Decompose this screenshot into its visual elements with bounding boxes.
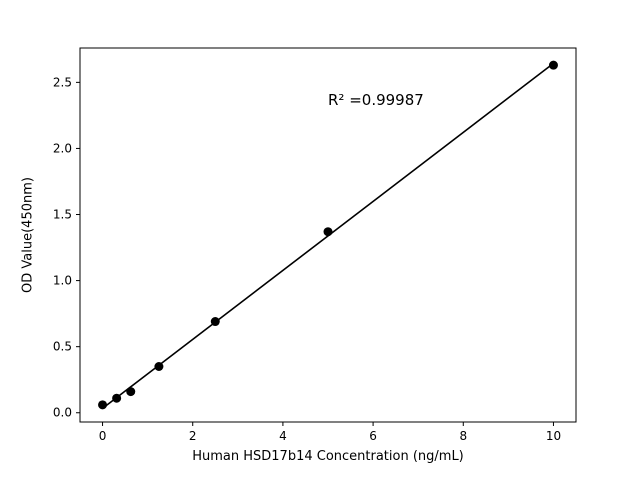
data-point bbox=[98, 400, 108, 410]
r-squared-annotation: R² =0.99987 bbox=[328, 91, 424, 109]
data-point bbox=[210, 317, 220, 327]
y-tick-label: 1.0 bbox=[53, 274, 72, 288]
y-tick-label: 1.5 bbox=[53, 208, 72, 222]
x-tick-label: 8 bbox=[459, 429, 467, 443]
data-point bbox=[323, 227, 333, 237]
x-tick-label: 0 bbox=[99, 429, 107, 443]
x-tick-label: 6 bbox=[369, 429, 377, 443]
x-axis-label: Human HSD17b14 Concentration (ng/mL) bbox=[192, 449, 464, 464]
x-tick-label: 4 bbox=[279, 429, 287, 443]
x-tick-label: 2 bbox=[189, 429, 197, 443]
x-tick-label: 10 bbox=[546, 429, 561, 443]
y-tick-label: 0.0 bbox=[53, 406, 72, 420]
y-tick-label: 0.5 bbox=[53, 340, 72, 354]
y-tick-label: 2.0 bbox=[53, 141, 72, 155]
data-point bbox=[548, 60, 558, 70]
data-point bbox=[112, 393, 122, 403]
y-tick-label: 2.5 bbox=[53, 75, 72, 89]
y-axis-label: OD Value(450nm) bbox=[20, 177, 36, 293]
data-point bbox=[126, 387, 136, 397]
data-point bbox=[154, 361, 164, 371]
